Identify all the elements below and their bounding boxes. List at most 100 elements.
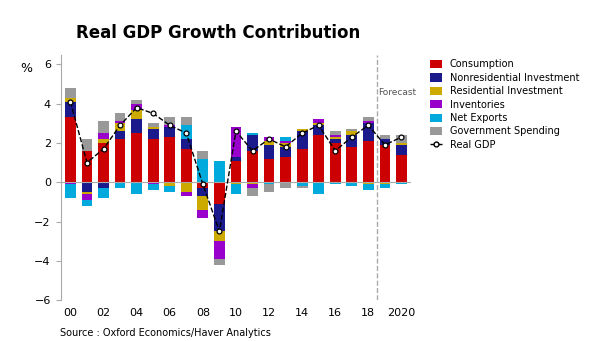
Bar <box>148 123 159 127</box>
Bar <box>148 129 159 139</box>
Text: Real GDP Growth Contribution: Real GDP Growth Contribution <box>76 24 361 42</box>
Bar <box>131 119 142 133</box>
Bar <box>197 196 208 210</box>
Bar <box>65 88 76 98</box>
Bar <box>330 143 341 182</box>
Bar <box>247 188 258 196</box>
Bar <box>214 182 225 204</box>
Bar <box>181 117 192 125</box>
Bar <box>280 182 291 188</box>
Bar <box>115 121 125 123</box>
Bar <box>197 159 208 182</box>
Bar <box>347 147 357 182</box>
Bar <box>264 182 275 184</box>
Bar <box>131 104 142 109</box>
Bar <box>231 182 241 184</box>
Bar <box>165 127 175 137</box>
Bar <box>396 135 407 143</box>
Bar <box>280 141 291 143</box>
Bar <box>347 182 357 186</box>
Bar <box>297 186 307 188</box>
Bar <box>396 182 407 184</box>
Bar <box>379 182 390 184</box>
Legend: Consumption, Nonresidential Investment, Residential Investment, Inventories, Net: Consumption, Nonresidential Investment, … <box>430 59 579 150</box>
Bar <box>197 151 208 159</box>
Bar <box>363 123 374 141</box>
Bar <box>148 182 159 184</box>
Bar <box>313 119 324 123</box>
Bar <box>131 133 142 182</box>
Bar <box>231 161 241 182</box>
Bar <box>82 200 93 206</box>
Bar <box>214 161 225 182</box>
Bar <box>247 133 258 135</box>
Bar <box>280 147 291 157</box>
Bar <box>347 131 357 135</box>
Bar <box>65 98 76 102</box>
Bar <box>363 184 374 190</box>
Bar <box>214 204 225 231</box>
Bar <box>330 182 341 184</box>
Bar <box>65 182 76 184</box>
Bar <box>264 137 275 141</box>
Text: Forecast: Forecast <box>378 88 416 97</box>
Bar <box>363 121 374 123</box>
Bar <box>247 151 258 182</box>
Bar <box>330 139 341 143</box>
Bar <box>264 184 275 192</box>
Bar <box>197 210 208 218</box>
Bar <box>379 139 390 145</box>
Bar <box>98 121 109 133</box>
Bar <box>396 155 407 182</box>
Bar <box>82 192 93 194</box>
Bar <box>131 109 142 119</box>
Bar <box>379 135 390 139</box>
Bar <box>231 127 241 157</box>
Bar <box>231 184 241 194</box>
Bar <box>396 143 407 145</box>
Bar <box>214 231 225 241</box>
Bar <box>98 188 109 198</box>
Bar <box>181 192 192 196</box>
Bar <box>181 182 192 192</box>
Bar <box>65 117 76 182</box>
Bar <box>280 143 291 147</box>
Bar <box>98 182 109 188</box>
Bar <box>313 135 324 182</box>
Bar <box>379 184 390 188</box>
Bar <box>197 188 208 196</box>
Bar <box>313 182 324 194</box>
Bar <box>297 149 307 182</box>
Bar <box>214 259 225 265</box>
Bar <box>297 129 307 131</box>
Bar <box>330 135 341 137</box>
Bar <box>65 102 76 117</box>
Bar <box>98 133 109 139</box>
Bar <box>330 131 341 135</box>
Bar <box>347 129 357 131</box>
Bar <box>131 182 142 194</box>
Bar <box>264 141 275 145</box>
Bar <box>247 184 258 188</box>
Bar <box>115 131 125 139</box>
Bar <box>297 182 307 186</box>
Bar <box>98 139 109 143</box>
Bar <box>148 184 159 190</box>
Bar <box>65 184 76 198</box>
Bar <box>148 127 159 129</box>
Bar <box>379 145 390 182</box>
Bar <box>264 159 275 182</box>
Bar <box>181 125 192 139</box>
Bar <box>280 137 291 141</box>
Bar <box>214 241 225 259</box>
Bar <box>82 182 93 192</box>
Bar <box>165 125 175 127</box>
Bar <box>181 149 192 182</box>
Bar <box>197 182 208 188</box>
Text: Source : Oxford Economics/Haver Analytics: Source : Oxford Economics/Haver Analytic… <box>60 328 272 338</box>
Bar <box>165 137 175 182</box>
Bar <box>165 117 175 125</box>
Text: %: % <box>21 62 33 75</box>
Bar <box>280 157 291 182</box>
Bar <box>115 123 125 131</box>
